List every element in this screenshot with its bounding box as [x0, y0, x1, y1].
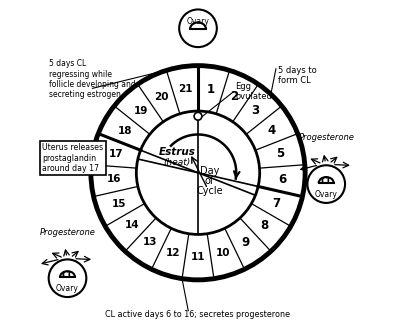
Text: 8: 8: [260, 219, 268, 232]
Text: 13: 13: [143, 237, 158, 247]
Text: 16: 16: [107, 174, 121, 184]
Text: 2: 2: [230, 90, 239, 103]
Text: Estrus: Estrus: [158, 147, 195, 156]
Text: 5 days CL
regressing while
follicle developing and
secreting estrogen: 5 days CL regressing while follicle deve…: [49, 59, 135, 99]
Text: Ovary: Ovary: [187, 17, 209, 26]
Circle shape: [49, 259, 86, 297]
Text: 7: 7: [272, 197, 281, 210]
Text: Egg
ovulated: Egg ovulated: [235, 82, 272, 101]
Text: 5: 5: [276, 147, 284, 160]
Text: 14: 14: [125, 220, 139, 230]
Text: Ovary: Ovary: [56, 284, 79, 293]
Text: 1: 1: [207, 83, 215, 96]
Text: (heat): (heat): [163, 158, 190, 167]
Text: 9: 9: [242, 236, 249, 249]
Text: 21: 21: [178, 84, 193, 94]
Text: Day: Day: [200, 166, 219, 176]
Text: 17: 17: [109, 149, 123, 159]
Text: CL active days 6 to 16; secretes progesterone: CL active days 6 to 16; secretes progest…: [105, 310, 291, 319]
Text: Progesterone: Progesterone: [40, 228, 95, 237]
Text: Cycle: Cycle: [196, 185, 223, 196]
Text: 12: 12: [166, 248, 180, 259]
Text: 10: 10: [216, 248, 230, 259]
Text: 18: 18: [118, 126, 132, 136]
Text: CL: CL: [320, 177, 332, 186]
Circle shape: [307, 165, 345, 203]
Text: Uterus releases
prostaglandin
around day 17: Uterus releases prostaglandin around day…: [42, 143, 103, 173]
Text: 5 days to
form CL: 5 days to form CL: [278, 66, 316, 85]
Text: 6: 6: [278, 172, 286, 185]
Text: 3: 3: [251, 104, 259, 117]
Circle shape: [179, 9, 217, 47]
Circle shape: [194, 112, 202, 120]
Text: 20: 20: [154, 92, 169, 102]
Text: of: of: [205, 176, 214, 186]
Text: Ovary: Ovary: [315, 190, 338, 199]
Text: 15: 15: [112, 199, 127, 209]
Text: 11: 11: [191, 252, 205, 262]
Text: 4: 4: [267, 124, 275, 137]
Text: Progesterone: Progesterone: [298, 133, 354, 142]
Text: CL: CL: [61, 271, 74, 280]
Text: 19: 19: [133, 106, 148, 116]
